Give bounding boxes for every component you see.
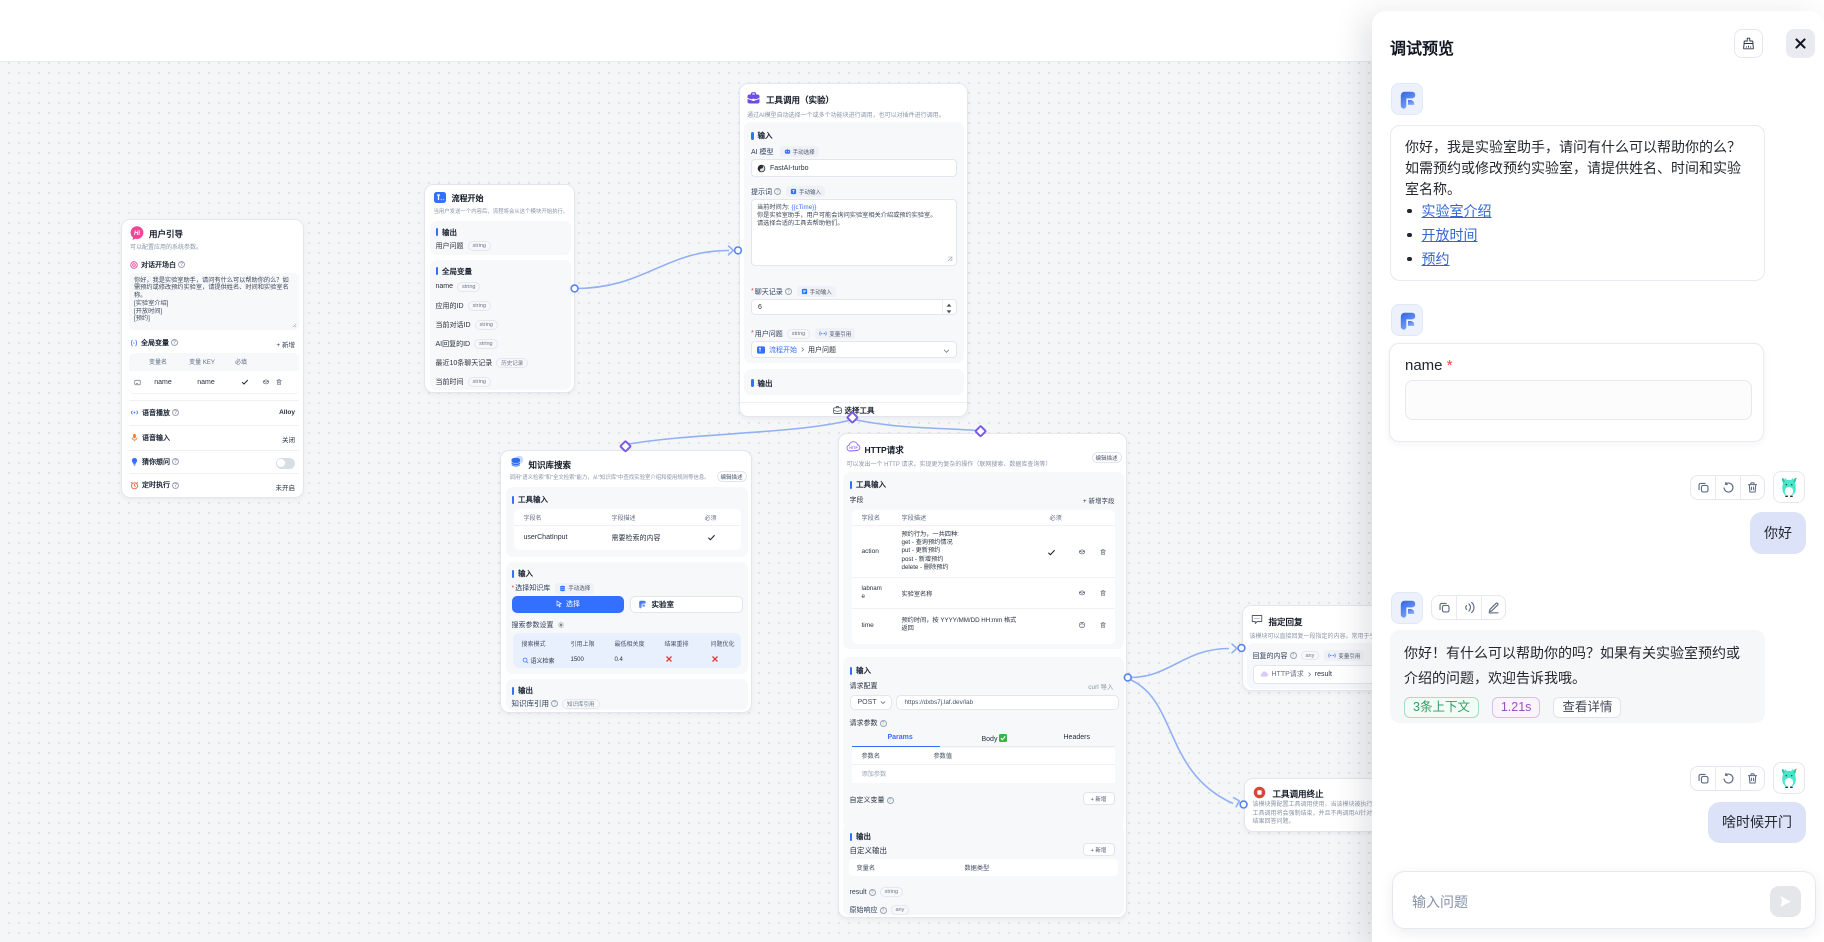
svg-text:HTTP: HTTP — [849, 446, 858, 450]
svg-text:Hi: Hi — [134, 230, 140, 236]
